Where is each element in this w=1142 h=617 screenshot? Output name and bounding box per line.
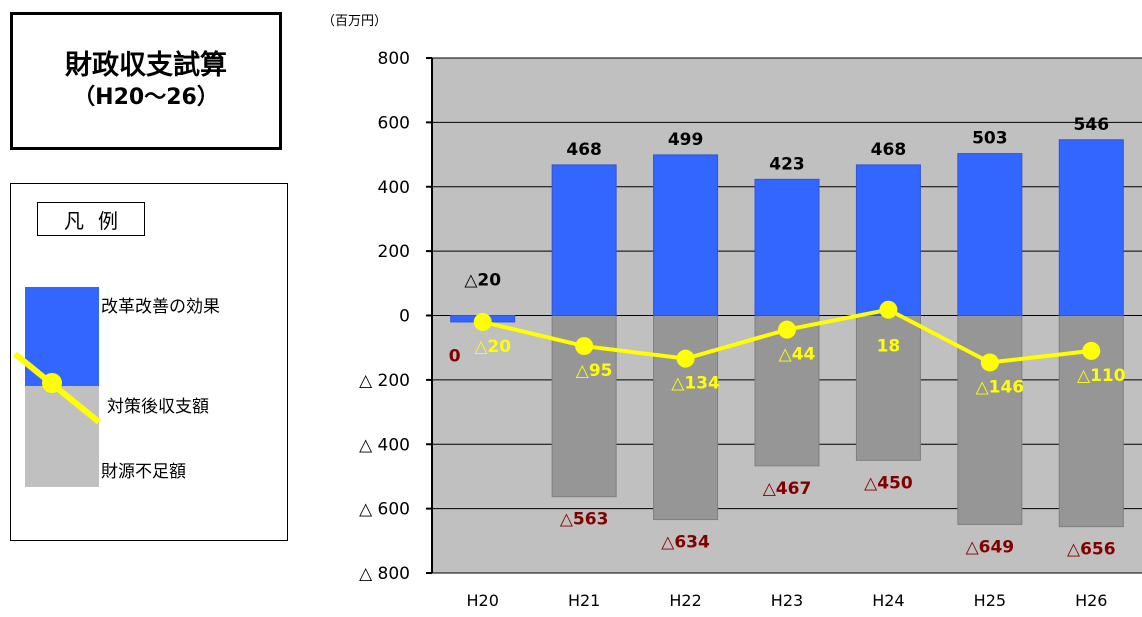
y-tick-label: 0 [399, 307, 410, 327]
y-unit-label: （百万円） [322, 14, 387, 29]
data-label-shortfall: △467 [763, 479, 812, 499]
data-label-shortfall: △634 [661, 533, 710, 553]
bar-shortfall [754, 315, 820, 467]
data-label-effect: 468 [566, 140, 602, 160]
y-tick-label: 200 [378, 242, 410, 262]
data-label-balance: △20 [474, 337, 511, 357]
y-tick-label: 800 [378, 49, 410, 69]
data-label-shortfall: △649 [966, 537, 1015, 557]
legend-label-shortfall: 財源不足額 [101, 462, 186, 482]
data-label-balance: △134 [671, 374, 720, 394]
marker-balance [879, 300, 898, 319]
legend-swatch-shortfall [25, 386, 99, 487]
x-tick-label: H26 [1075, 591, 1107, 610]
x-tick-label: H21 [568, 591, 600, 610]
data-label-effect: 503 [972, 129, 1008, 149]
chart-title-box: 財政収支試算 （H20～26） [10, 12, 282, 150]
x-tick-label: H25 [974, 591, 1006, 610]
data-label-balance: △110 [1077, 366, 1126, 386]
marker-balance [575, 337, 594, 356]
bar-effect [855, 164, 921, 316]
marker-balance [980, 353, 999, 372]
legend-label-effect: 改革改善の効果 [101, 297, 220, 317]
marker-balance [1082, 341, 1101, 360]
data-label-effect: 499 [668, 130, 704, 150]
x-tick-label: H22 [669, 591, 701, 610]
legend-swatches [13, 287, 101, 487]
bar-effect [754, 178, 820, 316]
data-label-balance: △44 [779, 345, 816, 365]
data-label-shortfall: △656 [1067, 540, 1116, 560]
data-label-shortfall: △450 [864, 473, 913, 493]
bar-effect [653, 154, 719, 316]
y-tick-label: △ 800 [359, 564, 410, 584]
y-tick-label: 400 [378, 178, 410, 198]
x-tick-label: H23 [771, 591, 803, 610]
y-tick-label: △ 400 [359, 435, 410, 455]
legend: 凡例 改革改善の効果 対策後収支額 財源不足額 [10, 183, 288, 541]
bar-shortfall [653, 315, 719, 521]
chart-title: 財政収支試算 [65, 50, 227, 81]
data-label-shortfall: △563 [560, 510, 609, 530]
bar-shortfall [855, 315, 921, 461]
x-tick-label: H24 [872, 591, 904, 610]
data-label-balance: 18 [877, 337, 901, 357]
marker-balance [473, 312, 492, 331]
data-label-balance: △95 [576, 361, 613, 381]
y-tick-label: △ 200 [359, 371, 410, 391]
data-label-effect: △20 [464, 271, 501, 291]
marker-balance [676, 349, 695, 368]
y-tick-label: 600 [378, 113, 410, 133]
legend-title: 凡例 [37, 202, 145, 236]
data-label-shortfall: 0 [449, 347, 461, 367]
data-label-effect: 468 [871, 140, 907, 160]
bar-effect [957, 153, 1023, 316]
bar-effect [551, 164, 617, 316]
chart-subtitle: （H20～26） [73, 85, 219, 110]
x-tick-label: H20 [467, 591, 499, 610]
data-label-effect: 423 [769, 154, 805, 174]
bar-shortfall [957, 315, 1023, 525]
bar-effect [1058, 139, 1124, 316]
data-label-balance: △146 [976, 377, 1025, 397]
marker-balance [778, 320, 796, 339]
y-tick-label: △ 600 [359, 500, 410, 520]
data-label-effect: 546 [1074, 115, 1110, 135]
legend-label-balance: 対策後収支額 [107, 397, 209, 417]
legend-marker-balance [42, 373, 62, 393]
